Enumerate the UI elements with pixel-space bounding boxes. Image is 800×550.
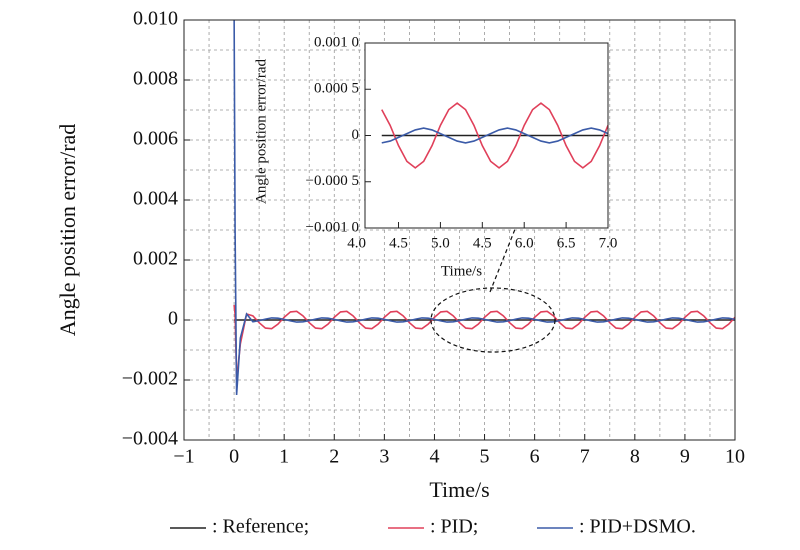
y-tick-label: 0 <box>352 127 360 143</box>
x-axis-label: Time/s <box>441 263 482 279</box>
x-tick-label: 2 <box>329 446 339 468</box>
y-tick-label: −0.001 0 <box>306 219 359 235</box>
legend-label: : Reference; <box>212 516 309 538</box>
x-tick-label: 1 <box>279 446 289 468</box>
x-axis-label: Time/s <box>429 477 489 502</box>
x-tick-label: 8 <box>630 446 640 468</box>
x-tick-label: 6.0 <box>515 235 534 251</box>
x-tick-label: 10 <box>725 446 745 468</box>
x-tick-label: 4.5 <box>389 235 408 251</box>
x-tick-label: 3 <box>379 446 389 468</box>
x-tick-label: 0 <box>229 446 239 468</box>
legend-label: : PID; <box>430 516 478 538</box>
y-tick-label: 0.000 5 <box>314 81 359 97</box>
y-tick-label: 0.008 <box>133 68 178 90</box>
y-tick-label: 0.001 0 <box>314 34 359 50</box>
y-axis-label: Angle position error/rad <box>55 124 80 337</box>
x-tick-label: 5 <box>480 446 490 468</box>
legend-label: : PID+DSMO. <box>579 516 696 538</box>
y-tick-label: 0.006 <box>133 128 178 150</box>
y-tick-label: −0.002 <box>122 368 178 390</box>
y-tick-label: 0 <box>168 308 178 330</box>
x-tick-label: 4.5 <box>473 235 492 251</box>
x-tick-label: −1 <box>173 446 194 468</box>
series-line <box>381 127 608 144</box>
x-tick-label: 6 <box>530 446 540 468</box>
x-tick-label: 7 <box>580 446 590 468</box>
x-tick-label: 6.5 <box>557 235 576 251</box>
x-tick-label: 4.0 <box>347 235 366 251</box>
y-tick-label: 0.010 <box>133 8 178 30</box>
y-tick-label: 0.002 <box>133 248 178 270</box>
series-group <box>233 20 735 396</box>
plot-frame <box>183 19 736 441</box>
series-line <box>381 102 608 169</box>
annotation-arrow <box>489 183 534 293</box>
y-tick-label: −0.000 5 <box>306 173 359 189</box>
annotation-ellipse <box>430 287 556 353</box>
y-axis-label: Angle position error/rad <box>253 59 269 204</box>
x-tick-label: 7.0 <box>599 235 618 251</box>
x-tick-label: 9 <box>680 446 690 468</box>
y-tick-label: −0.004 <box>122 428 178 450</box>
y-tick-label: 0.004 <box>133 188 178 210</box>
series-group <box>381 102 608 169</box>
x-tick-label: 4 <box>429 446 439 468</box>
series-line <box>233 20 735 396</box>
x-tick-label: 5.0 <box>431 235 450 251</box>
